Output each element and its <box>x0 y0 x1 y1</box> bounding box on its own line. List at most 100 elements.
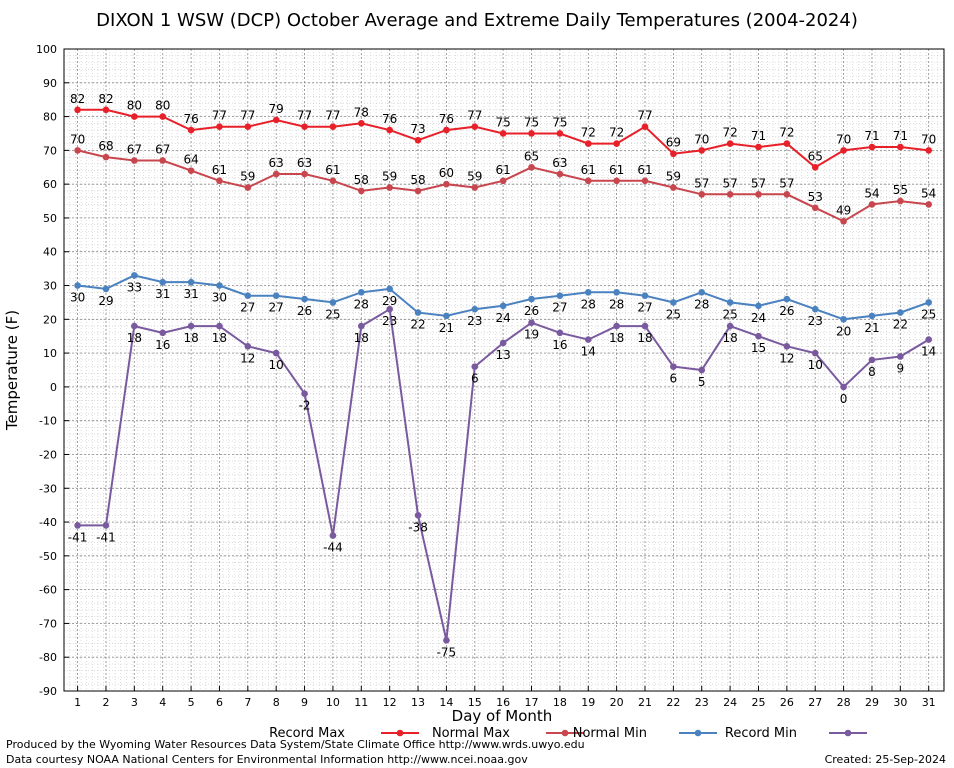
normal-max-data-label: 61 <box>325 163 340 177</box>
normal-min-data-label: 20 <box>836 324 851 338</box>
normal-min-data-label: 25 <box>325 307 340 321</box>
record-min-point <box>897 353 904 360</box>
record-max-data-label: 72 <box>722 126 737 140</box>
record-max-point <box>244 123 252 131</box>
record-max-point <box>698 147 706 154</box>
record-min-data-label: 19 <box>524 328 539 342</box>
normal-max-point <box>414 187 422 195</box>
record-max-data-label: 76 <box>382 112 397 126</box>
normal-min-data-label: 30 <box>212 291 227 305</box>
record-max-point <box>102 106 110 114</box>
y-tick-label: -80 <box>39 651 57 664</box>
normal-max-data-label: 59 <box>382 170 397 184</box>
record-min-point <box>216 322 223 330</box>
record-max-point <box>783 140 791 147</box>
x-tick-label: 4 <box>159 696 166 709</box>
y-tick-label: -60 <box>39 584 57 597</box>
y-tick-label: 100 <box>36 43 57 56</box>
record-max-legend-marker <box>396 729 404 737</box>
record-min-point <box>301 390 308 397</box>
y-axis-title: Temperature (F) <box>3 310 21 431</box>
footer-created-date: Created: 25-Sep-2024 <box>825 753 946 766</box>
record-min-point <box>584 336 592 343</box>
record-min-data-label: 8 <box>868 365 876 379</box>
record-min-data-label: 18 <box>127 331 142 345</box>
normal-max-point <box>74 147 81 154</box>
record-max-point <box>726 140 734 147</box>
record-max-legend-label: Record Max <box>269 726 345 741</box>
normal-max-point <box>726 190 734 198</box>
record-min-point <box>783 343 791 350</box>
normal-max-point <box>528 163 535 171</box>
normal-max-point <box>698 190 706 198</box>
normal-max-data-label: 61 <box>212 163 227 177</box>
y-tick-label: -30 <box>39 482 57 495</box>
record-max-data-label: 72 <box>609 126 624 140</box>
record-max-point <box>386 126 393 134</box>
normal-min-data-label: 22 <box>893 318 908 332</box>
normal-min-point <box>216 282 223 289</box>
record-min-data-label: 18 <box>212 331 227 345</box>
normal-min-legend-marker <box>694 729 702 737</box>
normal-min-series: 30 29 33 31 31 30 27 27 26 25 28 29 22 21 23 24 26 27 28 28… <box>70 272 936 338</box>
record-min-point <box>698 366 706 374</box>
normal-min-point <box>528 295 535 303</box>
y-tick-label: 20 <box>43 313 57 326</box>
x-tick-label: 11 <box>354 696 368 709</box>
legend: Record Max Normal Max Normal Min Record Min <box>269 726 867 741</box>
normal-max-data-label: 61 <box>581 163 596 177</box>
record-min-series: -41 -41 18 16 18 18 12 10 -2 -44 18 23 -38 -75 6 13 19 16… <box>68 305 936 659</box>
record-min-point <box>641 322 649 330</box>
x-axis-title: Day of Month <box>452 707 553 725</box>
normal-min-data-label: 25 <box>666 307 681 321</box>
record-max-data-label: 76 <box>439 112 454 126</box>
record-min-data-label: -38 <box>408 520 428 534</box>
x-tick-label: 25 <box>751 696 765 709</box>
normal-max-point <box>301 170 308 178</box>
normal-max-point <box>925 201 932 208</box>
record-min-data-label: 18 <box>183 331 198 345</box>
normal-max-data-label: 59 <box>666 170 681 184</box>
normal-max-data-label: 57 <box>751 176 766 190</box>
record-min-point <box>443 637 450 644</box>
record-min-data-label: -44 <box>323 541 343 555</box>
record-max-point <box>613 140 620 147</box>
record-min-legend-marker <box>844 729 852 737</box>
normal-min-point <box>726 299 734 306</box>
normal-max-point <box>897 197 904 205</box>
record-min-point <box>670 363 677 370</box>
normal-min-point <box>159 278 167 286</box>
record-min-data-label: 6 <box>670 372 678 386</box>
record-min-data-label: 13 <box>496 348 511 362</box>
record-max-data-label: 75 <box>524 115 539 129</box>
record-min-point <box>726 322 734 330</box>
normal-max-legend-marker <box>561 729 569 737</box>
normal-max-data-label: 70 <box>70 132 85 146</box>
normal-min-point <box>386 285 393 293</box>
normal-max-data-label: 59 <box>467 170 482 184</box>
x-tick-label: 7 <box>244 696 251 709</box>
normal-max-data-label: 57 <box>722 176 737 190</box>
record-max-data-label: 77 <box>325 109 340 123</box>
normal-min-data-label: 29 <box>382 294 397 308</box>
normal-max-data-label: 49 <box>836 203 851 217</box>
normal-min-point <box>187 278 195 286</box>
record-min-point <box>755 332 762 340</box>
record-min-data-label: 12 <box>240 351 255 365</box>
normal-max-point <box>244 184 252 191</box>
normal-min-point <box>102 285 110 293</box>
record-min-data-label: 18 <box>354 331 369 345</box>
record-min-point <box>414 511 422 519</box>
record-max-data-label: 75 <box>496 115 511 129</box>
x-tick-label: 17 <box>525 696 539 709</box>
x-tick-label: 2 <box>102 696 109 709</box>
y-tick-label: 70 <box>43 144 57 157</box>
record-min-point <box>925 336 932 343</box>
record-max-point <box>358 120 365 127</box>
normal-max-data-label: 61 <box>496 163 511 177</box>
footer-credit-line-1: Produced by the Wyoming Water Resources … <box>6 738 585 751</box>
x-tick-label: 5 <box>188 696 195 709</box>
normal-min-point <box>670 299 677 306</box>
normal-min-data-label: 27 <box>552 301 567 315</box>
